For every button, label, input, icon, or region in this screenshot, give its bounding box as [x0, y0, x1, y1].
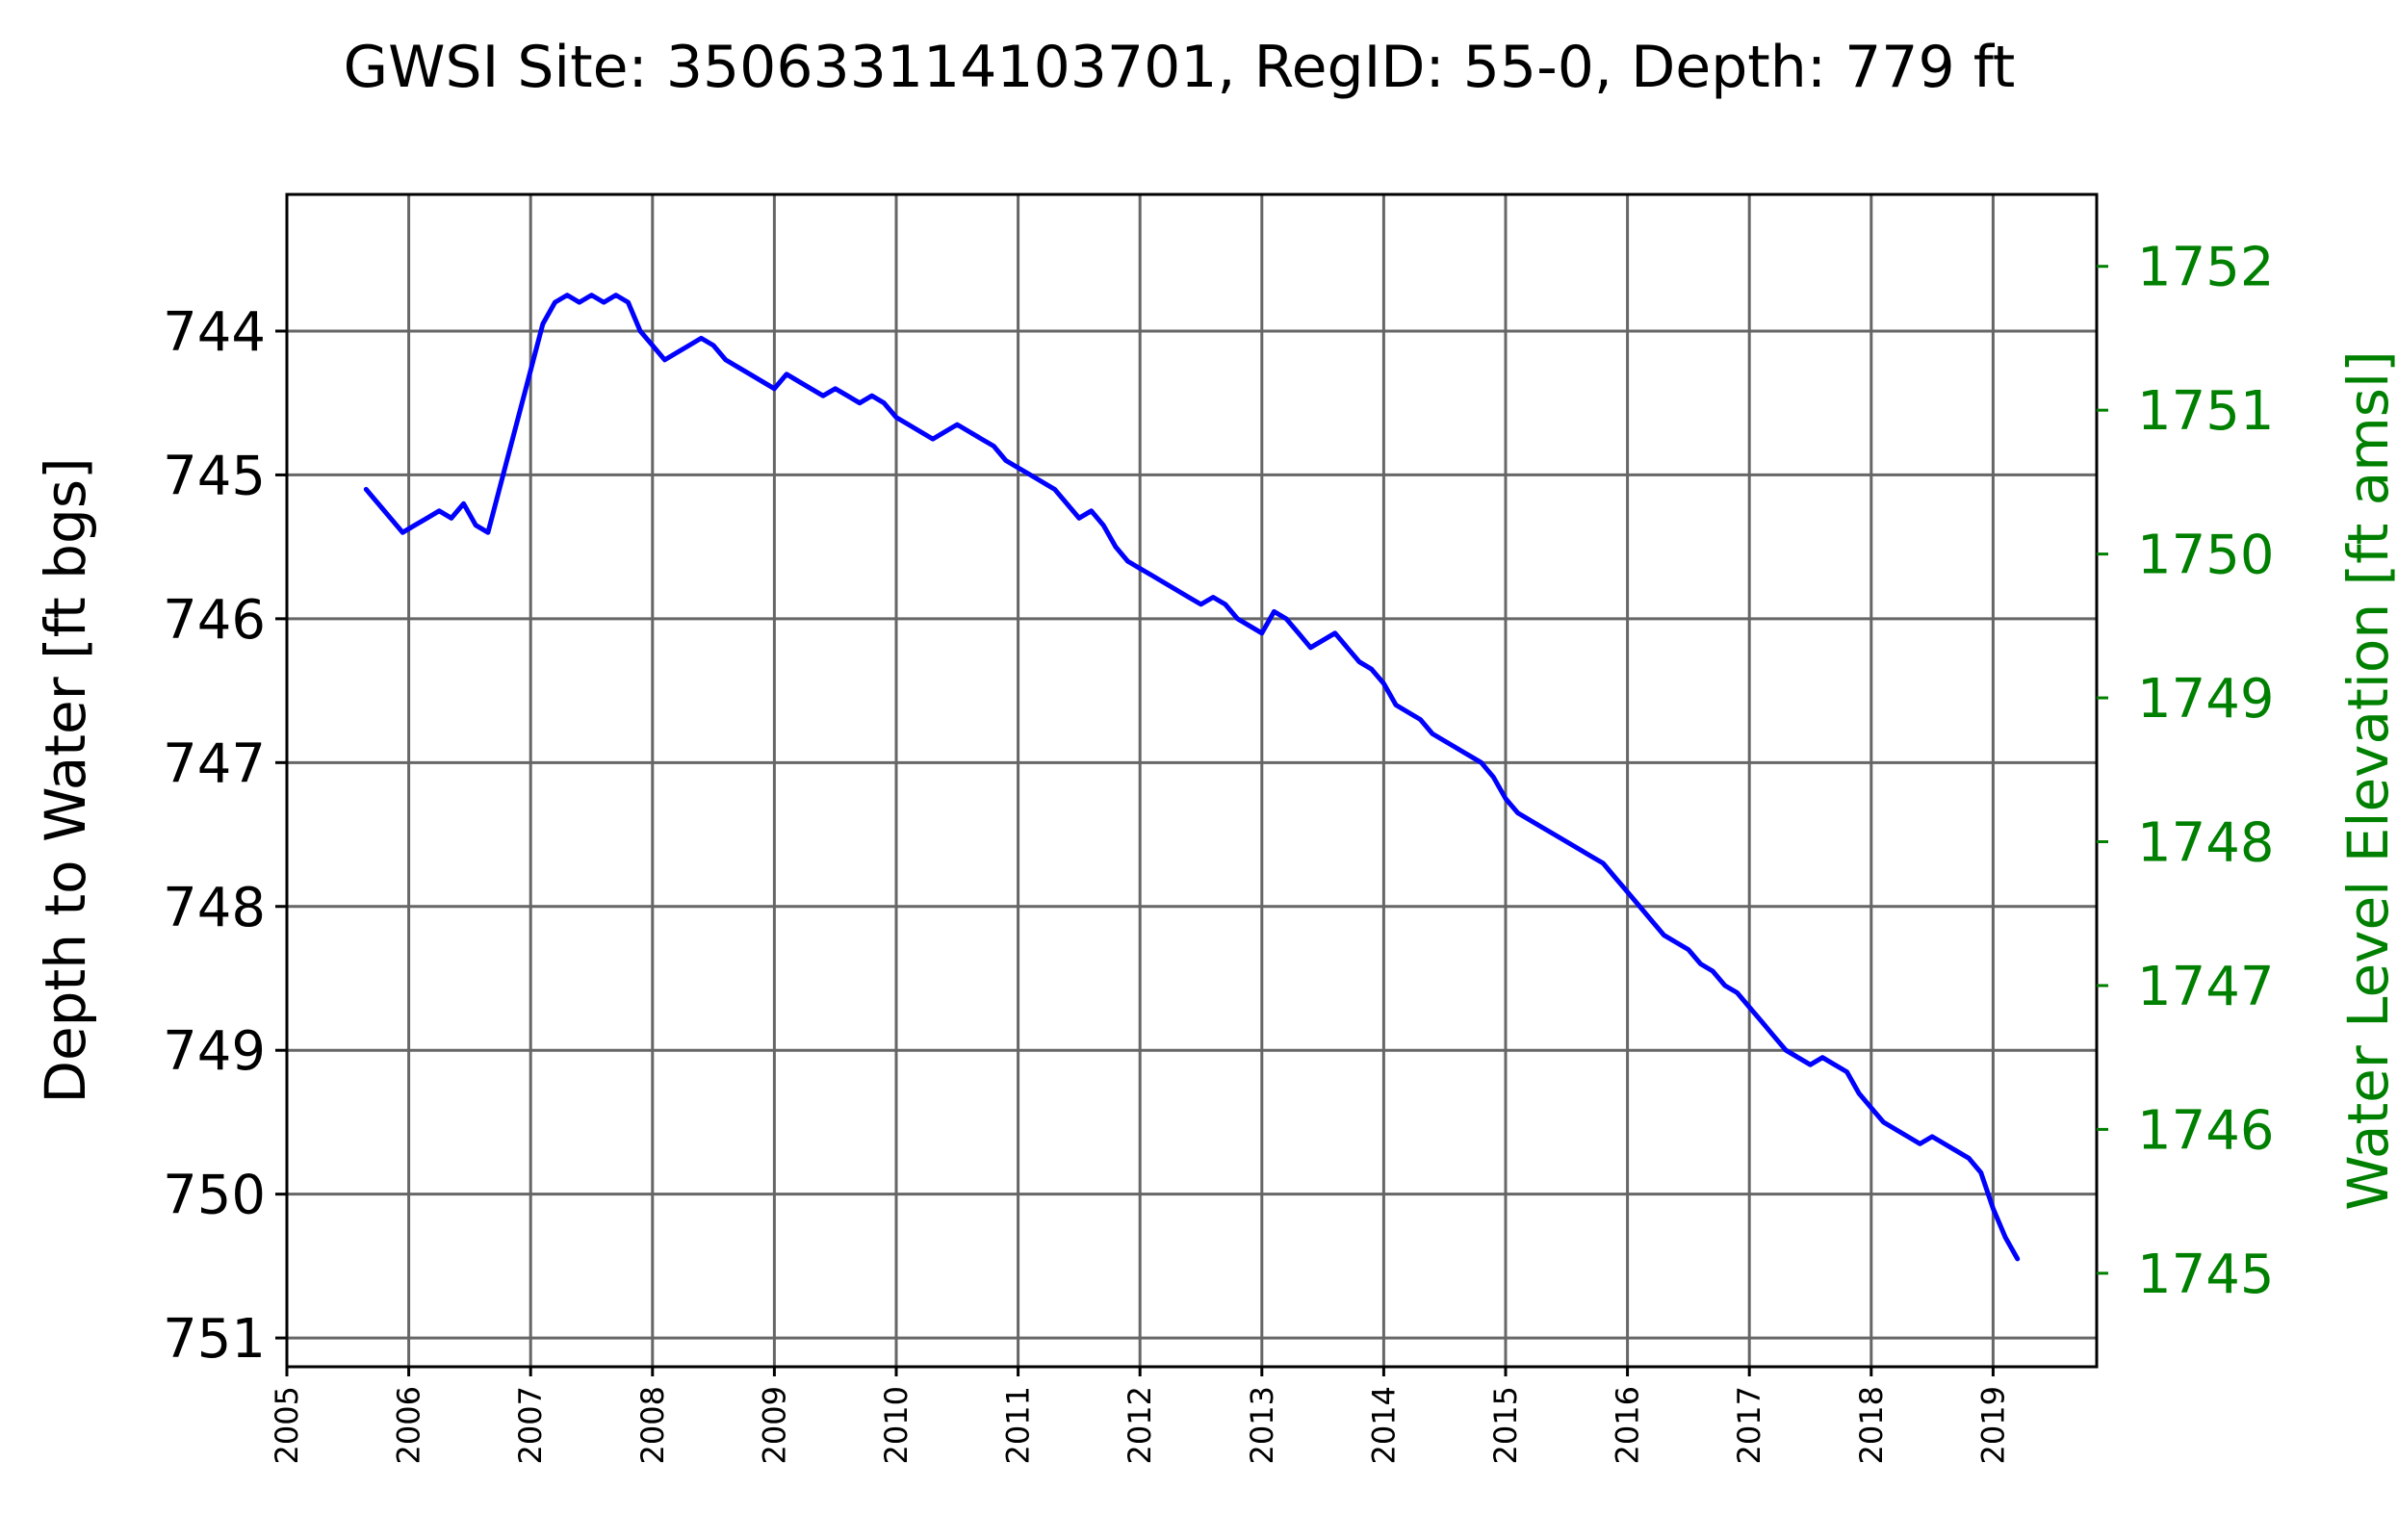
- y-axis-left-label: Depth to Water [ft bgs]: [33, 457, 98, 1103]
- y-left-tick-label: 745: [163, 445, 266, 507]
- y-right-tick-label: 1747: [2137, 956, 2275, 1018]
- y-axis-left: 744 745 746 747 748 749 750 751: [163, 301, 287, 1371]
- y-axis-right: 1752 1751 1750 1749 1748 1747 1746 1745: [2097, 237, 2275, 1306]
- x-tick-label: 2006: [391, 1386, 427, 1464]
- plot-frame: [285, 192, 2099, 1369]
- x-tick-label: 2005: [269, 1386, 305, 1464]
- y-right-tick-label: 1746: [2137, 1099, 2275, 1162]
- x-tick-label: 2019: [1974, 1386, 2011, 1464]
- y-right-tick-label: 1749: [2137, 668, 2275, 731]
- y-right-tick-label: 1750: [2137, 525, 2275, 587]
- x-tick-label: 2013: [1244, 1386, 1280, 1464]
- x-tick-label: 2011: [1000, 1386, 1037, 1464]
- x-tick-label: 2015: [1487, 1386, 1524, 1464]
- x-tick-label: 2016: [1610, 1386, 1646, 1464]
- y-right-tick-label: 1748: [2137, 812, 2275, 875]
- chart-title: GWSI Site: 350633114103701, RegID: 55-0,…: [344, 34, 2016, 101]
- x-tick-label: 2012: [1122, 1386, 1158, 1464]
- grid: [285, 194, 2097, 1367]
- y-left-tick-label: 751: [163, 1308, 266, 1371]
- x-tick-label: 2017: [1731, 1386, 1767, 1464]
- y-axis-right-label: Water Level Elevation [ft amsl]: [2335, 350, 2398, 1210]
- x-tick-label: 2010: [878, 1386, 915, 1464]
- x-tick-label: 2014: [1365, 1386, 1402, 1464]
- x-tick-label: 2009: [756, 1386, 792, 1464]
- x-tick-label: 2008: [634, 1386, 671, 1464]
- series-layer: [363, 293, 2021, 1262]
- y-left-tick-label: 749: [163, 1020, 266, 1083]
- x-tick-label: 2007: [512, 1386, 549, 1464]
- y-left-tick-label: 747: [163, 732, 266, 795]
- y-right-tick-label: 1751: [2137, 380, 2275, 443]
- x-axis: 2005 2006 2007 2008 2009 2010 2011 2012 2013 2014…: [269, 1367, 2011, 1464]
- x-tick-label: 2018: [1853, 1386, 1890, 1464]
- y-left-tick-label: 750: [163, 1165, 266, 1227]
- y-right-tick-label: 1745: [2137, 1244, 2275, 1306]
- y-left-tick-label: 746: [163, 589, 266, 652]
- series-line: [363, 293, 2021, 1262]
- y-right-tick-label: 1752: [2137, 237, 2275, 299]
- y-left-tick-label: 748: [163, 877, 266, 939]
- y-left-tick-label: 744: [163, 301, 266, 364]
